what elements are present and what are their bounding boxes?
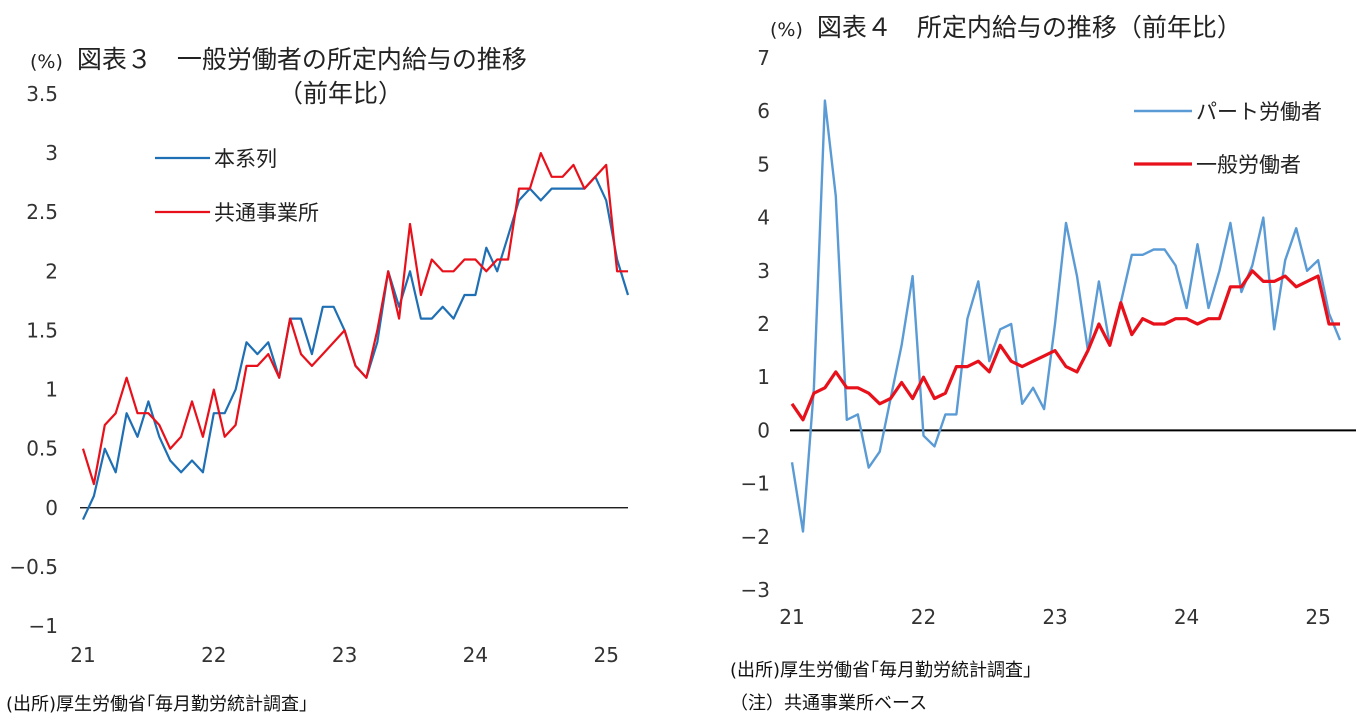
y-tick-label: −2 (741, 525, 770, 549)
y-tick-label: 2 (757, 312, 770, 336)
y-tick-label: 3 (757, 259, 770, 283)
y-tick-label: 1 (45, 378, 58, 402)
series-line-1 (82, 175, 630, 521)
y-tick-label: −1 (741, 472, 770, 496)
unit-label: (%) (770, 19, 803, 41)
x-tick-label: 25 (1305, 605, 1330, 629)
footnote: （注）共通事業所ベース (730, 693, 928, 714)
y-tick-label: 1.5 (26, 318, 58, 342)
chart-title-text: 図表３ 一般労働者の所定内給与の推移 (76, 45, 527, 74)
legend-label-2: 一般労働者 (1196, 153, 1301, 177)
y-tick-label: 2.5 (26, 200, 58, 224)
source-note: (出所)厚生労働省｢毎月勤労統計調査｣ (6, 694, 309, 715)
y-tick-label: 1 (757, 365, 770, 389)
y-tick-label: 4 (757, 206, 770, 230)
x-tick-label: 22 (201, 643, 226, 667)
chart-subtitle: （前年比） (278, 79, 404, 108)
x-tick-label: 24 (1174, 605, 1199, 629)
y-tick-label: −0.5 (9, 555, 58, 579)
legend-label-1: パート労働者 (1196, 100, 1322, 124)
unit-label: (%) (30, 51, 63, 73)
y-tick-label: −3 (741, 578, 770, 602)
x-tick-label: 24 (463, 643, 488, 667)
x-tick-label: 22 (911, 605, 936, 629)
legend-label-2: 共通事業所 (214, 201, 319, 225)
y-tick-label: 5 (757, 152, 770, 176)
y-tick-label: −1 (29, 614, 58, 638)
y-tick-label: 6 (757, 99, 770, 123)
series-line-2 (790, 269, 1340, 422)
y-tick-label: 0 (45, 496, 58, 520)
x-tick-label: 21 (70, 643, 95, 667)
y-tick-label: 7 (757, 46, 770, 70)
x-tick-label: 23 (332, 643, 357, 667)
series-line-2 (81, 152, 628, 486)
chart-title: (%) 図表３ 一般労働者の所定内給与の推移 (30, 40, 527, 76)
x-tick-label: 25 (593, 643, 618, 667)
y-tick-label: 0.5 (26, 437, 58, 461)
legend-label-1: 本系列 (214, 147, 277, 171)
chart-panel-right: (%) 図表４ 所定内給与の推移（前年比） −3 −2 −1 0 1 2 3 4 5 6 7 21 22 2… (686, 0, 1372, 722)
chart-title-text: 図表４ 所定内給与の推移（前年比） (816, 13, 1242, 42)
y-tick-label: 0 (757, 418, 770, 442)
y-tick-label: 3 (45, 141, 58, 165)
y-tick-label: 3.5 (26, 82, 58, 106)
y-tick-label: 2 (45, 259, 58, 283)
chart-title: (%) 図表４ 所定内給与の推移（前年比） (770, 8, 1242, 44)
x-tick-label: 21 (779, 605, 804, 629)
chart-panel-left: (%) 図表３ 一般労働者の所定内給与の推移 （前年比） −1 −0.5 0 0.5 1 1… (6, 40, 630, 715)
x-tick-label: 23 (1042, 605, 1067, 629)
source-note: (出所)厚生労働省｢毎月勤労統計調査｣ (730, 660, 1033, 681)
